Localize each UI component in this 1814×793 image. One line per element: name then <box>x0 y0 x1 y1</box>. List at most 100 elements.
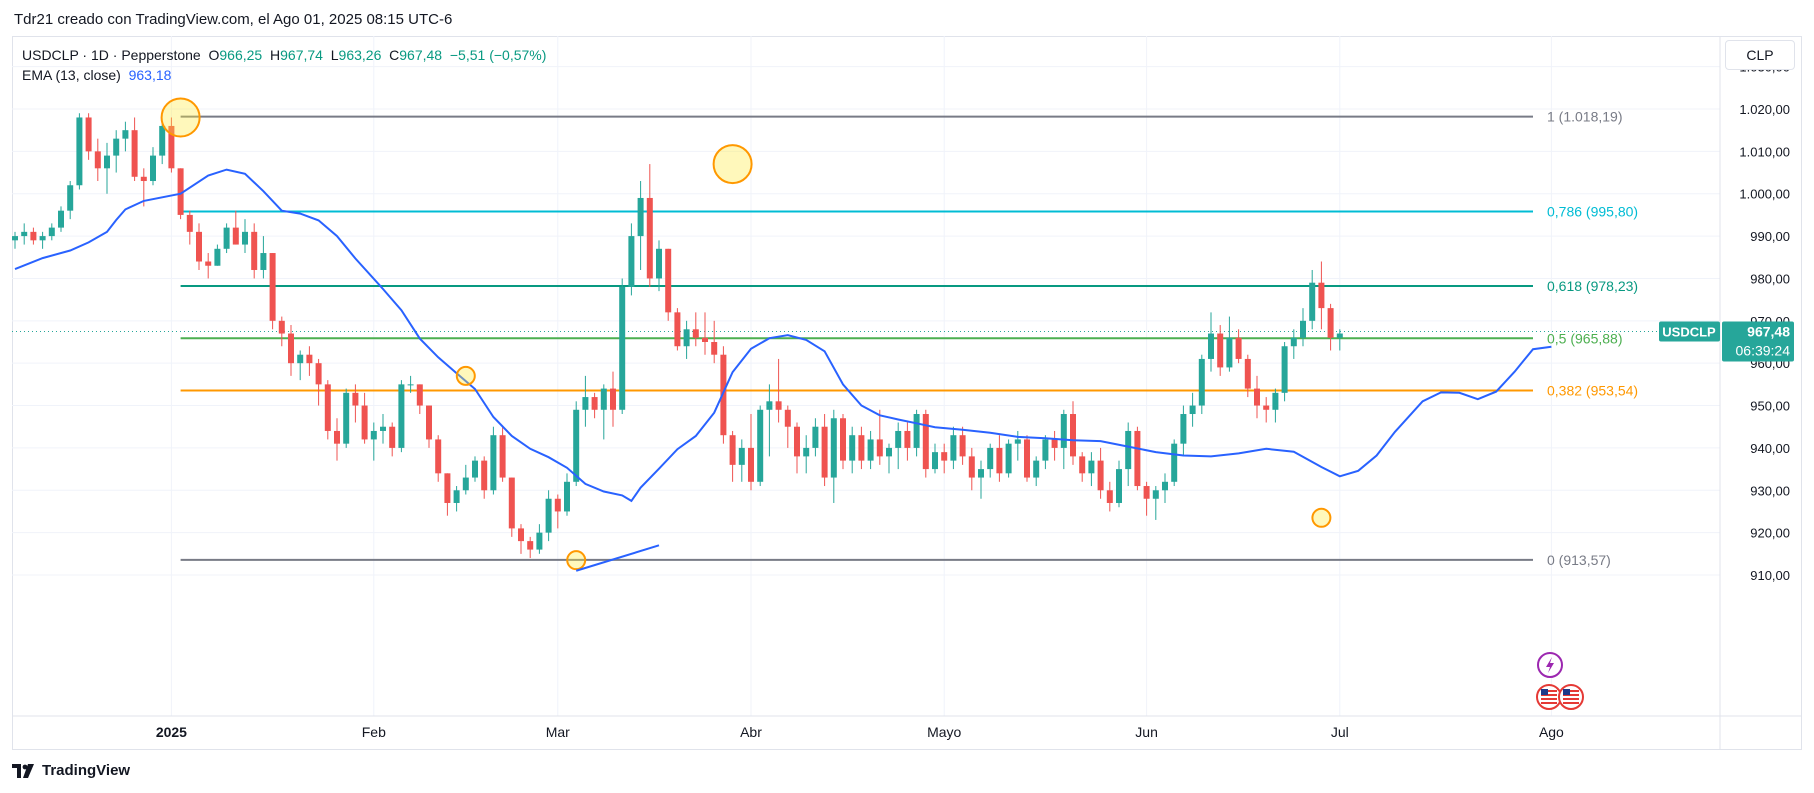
candle <box>646 164 653 287</box>
flag-stripe <box>1541 698 1557 700</box>
candle-body <box>674 312 681 347</box>
candle <box>582 375 589 427</box>
candle <box>1217 325 1224 376</box>
candle <box>324 380 331 440</box>
candle <box>453 486 460 512</box>
candle-body <box>840 418 846 461</box>
candle-body <box>508 477 515 529</box>
low-value: 963,26 <box>338 47 382 63</box>
y-tick-label: 950,00 <box>1750 399 1790 414</box>
candle-body <box>94 151 101 169</box>
candle-body <box>407 384 414 386</box>
ema-value: 963,18 <box>128 67 172 83</box>
candle-body <box>803 447 810 457</box>
close-value: 967,48 <box>399 47 443 63</box>
candle-body <box>315 363 322 385</box>
price-tag-bg <box>1722 321 1794 362</box>
fibonacci-levels: 1 (1.018,19) 0,786 (995,80) 0,618 (978,23)… <box>180 109 1638 568</box>
candle <box>830 409 837 503</box>
candle-body <box>196 231 202 262</box>
candle <box>214 244 221 266</box>
ema-layer <box>14 168 1552 503</box>
candle-body <box>637 197 644 237</box>
candle <box>131 117 138 182</box>
currency-button[interactable]: CLP <box>1725 40 1795 70</box>
candle-body <box>177 168 184 215</box>
candle <box>21 223 28 245</box>
candle-body <box>1217 333 1224 368</box>
candle-body <box>1327 308 1334 338</box>
candle-body <box>922 414 929 470</box>
candle <box>39 231 46 249</box>
candle <box>315 358 322 406</box>
candle <box>720 346 727 444</box>
candle-body <box>398 384 405 448</box>
candle <box>343 388 350 448</box>
candle-body <box>416 384 423 406</box>
highlight-circle <box>160 97 201 138</box>
candle-body <box>1180 414 1187 444</box>
candle-body <box>1208 333 1214 359</box>
candle <box>297 350 304 381</box>
symbol-tag-bg <box>1659 321 1720 342</box>
candle <box>1180 405 1187 457</box>
candle <box>886 443 892 474</box>
candle <box>518 524 524 554</box>
close-label: C <box>389 47 400 63</box>
candle <box>536 524 543 554</box>
candle-body <box>426 405 432 440</box>
candle <box>1097 447 1104 499</box>
candle-body <box>830 418 837 478</box>
candle-body <box>665 248 672 313</box>
candle-body <box>775 401 782 410</box>
candle-body <box>85 117 92 152</box>
fib-level-label: 0,382 (953,54) <box>1547 383 1638 399</box>
candle <box>288 325 294 376</box>
candle <box>1189 392 1196 427</box>
open-value: 966,25 <box>219 47 263 63</box>
candle <box>591 392 598 419</box>
candle-body <box>334 430 340 444</box>
candle <box>573 401 580 487</box>
candle-body <box>12 236 18 241</box>
candle-body <box>269 253 276 321</box>
candle-body <box>978 469 984 478</box>
candle-body <box>1189 405 1196 415</box>
candle-body <box>941 452 948 461</box>
candle-body <box>1116 469 1122 503</box>
candle-body <box>1235 337 1242 359</box>
ema-row: EMA (13, close) 963,18 <box>22 65 546 85</box>
candle <box>361 392 368 444</box>
candle-body <box>131 130 138 177</box>
candle <box>1244 354 1251 398</box>
candle-body <box>812 426 819 448</box>
candle <box>186 210 193 245</box>
candle <box>757 405 764 487</box>
candle-body <box>1198 358 1205 406</box>
trendline <box>575 544 660 572</box>
candle-body <box>30 231 37 241</box>
x-tick-label: Feb <box>362 724 386 740</box>
candle <box>232 210 239 245</box>
symbol-label[interactable]: USDCLP · 1D · Pepperstone <box>22 47 201 63</box>
candle-body <box>1005 443 1012 474</box>
candle-body <box>619 286 626 410</box>
candle <box>196 223 202 270</box>
candle <box>269 253 276 330</box>
candle <box>122 121 129 152</box>
candle-body <box>1079 456 1086 474</box>
candle <box>950 426 957 470</box>
x-tick-label: Jun <box>1135 724 1158 740</box>
ema-label[interactable]: EMA (13, close) <box>22 67 121 83</box>
candle-body <box>628 236 635 287</box>
candle <box>389 422 396 457</box>
candle-body <box>729 435 736 465</box>
candle-body <box>232 227 239 245</box>
candle-body <box>646 197 653 279</box>
candle <box>1198 354 1205 415</box>
candle <box>481 456 488 499</box>
candle-body <box>757 409 764 482</box>
candle <box>683 320 690 359</box>
candle-body <box>490 435 497 491</box>
